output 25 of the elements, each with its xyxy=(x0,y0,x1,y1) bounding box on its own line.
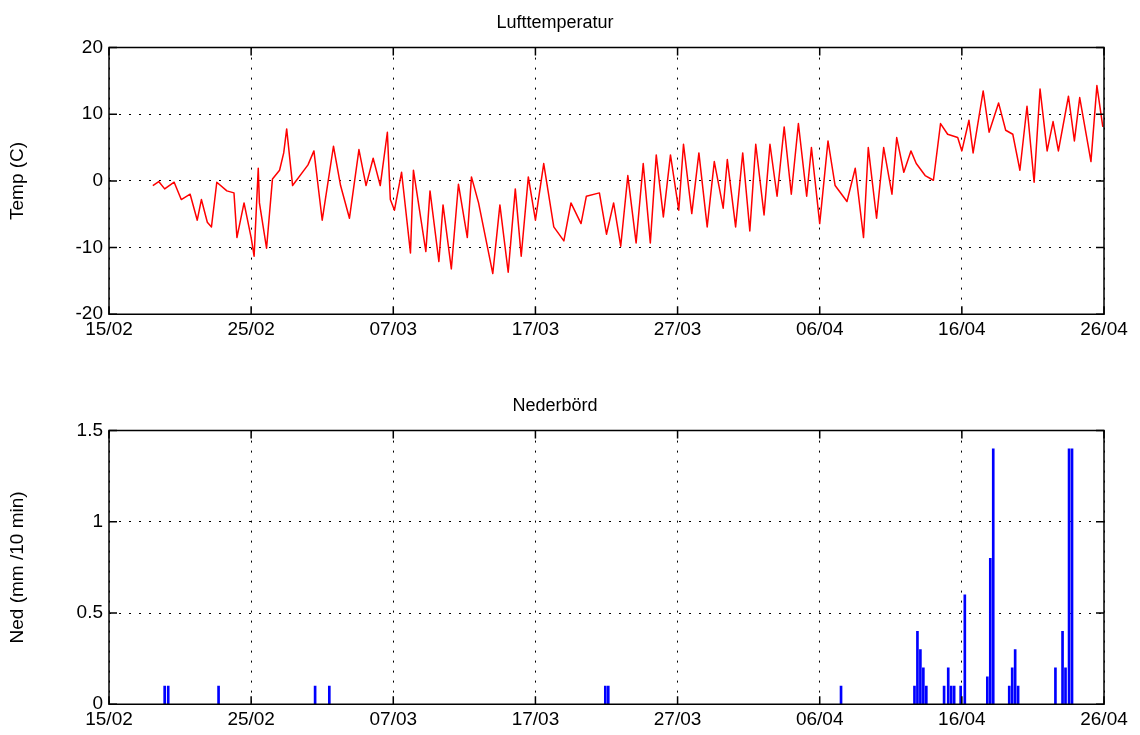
x-tick-label: 27/03 xyxy=(653,707,702,729)
x-tick-label: 27/03 xyxy=(653,317,702,339)
x-tick-label: 06/04 xyxy=(795,317,844,339)
y-tick-label: 1.5 xyxy=(76,418,103,440)
y-tick-label: 20 xyxy=(81,35,103,57)
chart-title: Nederbörd xyxy=(512,394,598,415)
x-tick-label: 16/04 xyxy=(938,707,987,729)
x-tick-label: 06/04 xyxy=(795,707,844,729)
y-axis-title: Ned (mm /10 min) xyxy=(5,491,27,644)
x-tick-label: 26/04 xyxy=(1080,317,1129,339)
x-tick-label: 25/02 xyxy=(227,707,275,729)
y-tick-label: 1 xyxy=(92,510,103,532)
x-tick-label: 16/04 xyxy=(938,317,987,339)
y-tick-label: 0 xyxy=(92,169,103,191)
y-tick-label: 0.5 xyxy=(76,601,103,623)
x-tick-label: 17/03 xyxy=(511,317,560,339)
x-tick-label: 26/04 xyxy=(1080,707,1129,729)
x-tick-label: 07/03 xyxy=(369,707,418,729)
x-tick-label: 07/03 xyxy=(369,317,418,339)
chart-title: Lufttemperatur xyxy=(496,11,614,32)
y-tick-label: -10 xyxy=(75,235,103,257)
y-tick-label: 10 xyxy=(81,102,103,124)
x-tick-label: 25/02 xyxy=(227,317,275,339)
y-axis-title: Temp (C) xyxy=(5,141,27,220)
x-tick-label: 17/03 xyxy=(511,707,560,729)
